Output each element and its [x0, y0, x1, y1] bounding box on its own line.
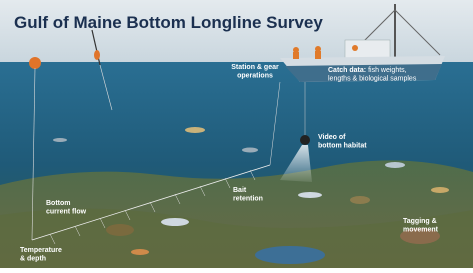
callout-label: lengths & biological samples: [328, 76, 417, 83]
callout-label: Catch data: fish weights,: [328, 67, 407, 74]
callout-label: Bait: [233, 187, 247, 194]
page: Gulf of Maine Bottom Longline Survey Sta…: [0, 0, 473, 268]
callout-label: operations: [237, 73, 273, 80]
callout-label: bottom habitat: [318, 143, 367, 150]
callout-label: Station & gear: [231, 64, 279, 71]
callout-label: Bottom: [46, 200, 71, 207]
callout-label: Tagging &: [403, 218, 437, 225]
callout-label-bold: Catch data:: [328, 67, 366, 74]
callout-label: movement: [403, 227, 439, 234]
callout-label: current flow: [46, 209, 87, 216]
illustration: Gulf of Maine Bottom Longline Survey Sta…: [0, 0, 473, 268]
callout-label: Video of: [318, 134, 346, 141]
callout-label-line: fish weights,: [368, 67, 407, 74]
callout-label: Temperature: [20, 247, 62, 254]
title: Gulf of Maine Bottom Longline Survey: [14, 13, 323, 32]
callout-label: retention: [233, 196, 263, 203]
callout-label: & depth: [20, 256, 46, 263]
